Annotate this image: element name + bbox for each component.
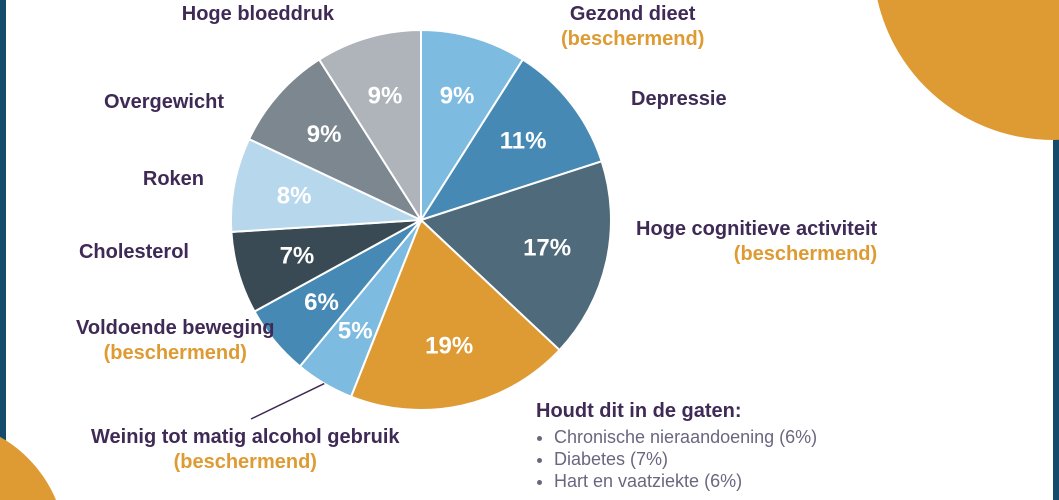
label-main-overgewicht: Overgewicht [104, 90, 224, 115]
slice-pct-roken: 8% [277, 182, 312, 209]
label-main-alcohol: Weinig tot matig alcohol gebruik [91, 425, 400, 450]
label-roken: Roken [143, 167, 204, 192]
label-main-hoge_bloeddruk: Hoge bloeddruk [182, 2, 334, 27]
footnote-block: Houdt dit in de gaten: Chronische nieraa… [536, 400, 817, 493]
slice-pct-hoge_bloeddruk: 9% [368, 82, 403, 109]
label-main-cholesterol: Cholesterol [79, 240, 189, 265]
label-main-hoge_cog: Hoge cognitieve activiteit [636, 217, 877, 242]
label-cholesterol: Cholesterol [79, 240, 189, 265]
slice-pct-hoge_cog: 17% [523, 235, 571, 262]
label-alcohol: Weinig tot matig alcohol gebruik(bescher… [91, 425, 400, 475]
slice-pct-overgewicht: 9% [307, 121, 342, 148]
label-hoge_cog: Hoge cognitieve activiteit(beschermend) [636, 217, 877, 267]
footnote-item: Hart en vaatziekte (6%) [554, 471, 817, 492]
leader-line-alcohol [251, 384, 324, 419]
label-depressie: Depressie [631, 87, 727, 112]
slice-pct-gezond_dieet: 9% [440, 82, 475, 109]
label-sub-beweging: (beschermend) [76, 341, 275, 366]
label-gezond_dieet: Gezond dieet(beschermend) [561, 2, 704, 52]
slice-pct-depressie: 11% [500, 127, 547, 154]
label-main-depressie: Depressie [631, 87, 727, 112]
footnote-item: Chronische nieraandoening (6%) [554, 427, 817, 448]
footnote-item: Diabetes (7%) [554, 449, 817, 470]
label-hoge_bloeddruk: Hoge bloeddruk [182, 2, 334, 27]
label-sub-gezond_dieet: (beschermend) [561, 27, 704, 52]
slice-pct-houdt: 19% [425, 333, 473, 360]
label-sub-hoge_cog: (beschermend) [636, 242, 877, 267]
label-main-gezond_dieet: Gezond dieet [561, 2, 704, 27]
footnote-list: Chronische nieraandoening (6%)Diabetes (… [536, 427, 817, 492]
footnote-title: Houdt dit in de gaten: [536, 400, 817, 423]
label-beweging: Voldoende beweging(beschermend) [76, 316, 275, 366]
slice-pct-alcohol: 5% [338, 318, 373, 345]
label-sub-alcohol: (beschermend) [91, 450, 400, 475]
label-overgewicht: Overgewicht [104, 90, 224, 115]
label-main-beweging: Voldoende beweging [76, 316, 275, 341]
slice-pct-beweging: 6% [304, 289, 339, 316]
label-main-roken: Roken [143, 167, 204, 192]
slice-pct-cholesterol: 7% [280, 243, 315, 270]
chart-stage: 9%11%17%19%5%6%7%8%9%9% Gezond dieet(bes… [0, 0, 1059, 500]
